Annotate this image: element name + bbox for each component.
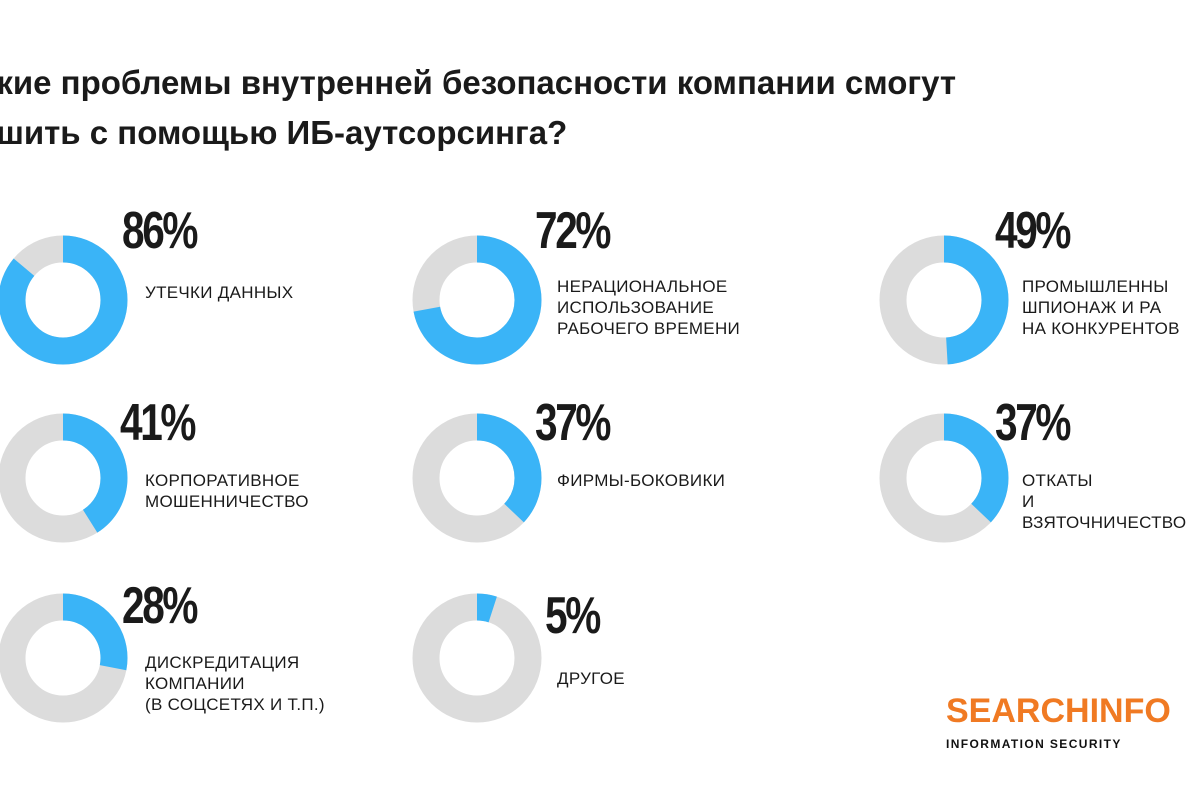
logo-name: SEARCHINFO [946, 692, 1171, 730]
percent-value: 5% [545, 587, 601, 645]
category-label: нерациональное использование рабочего врем… [557, 276, 740, 339]
donut-value-arc [879, 235, 1009, 365]
category-label-line: компании [145, 674, 245, 693]
percent-value: 41% [120, 394, 197, 452]
category-label-line: (в соцсетях и т.п.) [145, 695, 325, 714]
category-label-line: на конкурентов [1022, 319, 1180, 338]
title-line-2: ешить с помощью ИБ-аутсорсинга? [0, 114, 568, 151]
category-label: утечки данных [145, 282, 293, 303]
category-label: фирмы-боковики [557, 470, 725, 491]
category-label-line: и [1022, 492, 1035, 511]
percent-value: 37% [535, 394, 612, 452]
logo-tagline: INFORMATION SECURITY [946, 737, 1122, 751]
donut-value-arc [879, 413, 1009, 543]
donut-track [412, 593, 542, 723]
category-label-line: шпионаж и ра [1022, 298, 1162, 317]
category-label-line: откаты [1022, 471, 1093, 490]
percent-value: 28% [122, 577, 199, 635]
donut-value-arc [0, 593, 128, 723]
donut-value-arc [412, 413, 542, 543]
category-label-line: использование [557, 298, 715, 317]
donut-value-arc [0, 413, 128, 543]
donut-value-arc [0, 235, 128, 365]
category-label: промышленны шпионаж и ра на конкурентов [1022, 276, 1180, 339]
percent-value: 49% [995, 202, 1072, 260]
category-label-line: взяточничество [1022, 513, 1187, 532]
category-label-line: дискредитация [145, 653, 300, 672]
category-label-line: мошенничество [145, 492, 309, 511]
title-line-1: акие проблемы внутренней безопасности ко… [0, 64, 957, 101]
category-label-line: рабочего времени [557, 319, 741, 338]
category-label-line: корпоративное [145, 471, 300, 490]
category-label-line: промышленны [1022, 277, 1169, 296]
donut-value-arc [412, 235, 542, 365]
category-label-line: утечки данных [145, 283, 294, 302]
category-label-line: другое [557, 669, 625, 688]
percent-value: 72% [535, 202, 612, 260]
category-label-line: нерациональное [557, 277, 728, 296]
category-label: другое [557, 668, 625, 689]
searchinform-logo: SEARCHINFO INFORMATION SECURITY [946, 694, 1171, 751]
category-label: откаты и взяточничество [1022, 470, 1186, 533]
percent-value: 86% [122, 202, 199, 260]
donut-value-arc [412, 593, 542, 723]
category-label: дискредитация компании (в соцсетях и т.п.) [145, 652, 325, 715]
category-label: корпоративное мошенничество [145, 470, 309, 512]
chart-title: акие проблемы внутренней безопасности ко… [0, 58, 1178, 158]
category-label-line: фирмы-боковики [557, 471, 726, 490]
percent-value: 37% [995, 394, 1072, 452]
